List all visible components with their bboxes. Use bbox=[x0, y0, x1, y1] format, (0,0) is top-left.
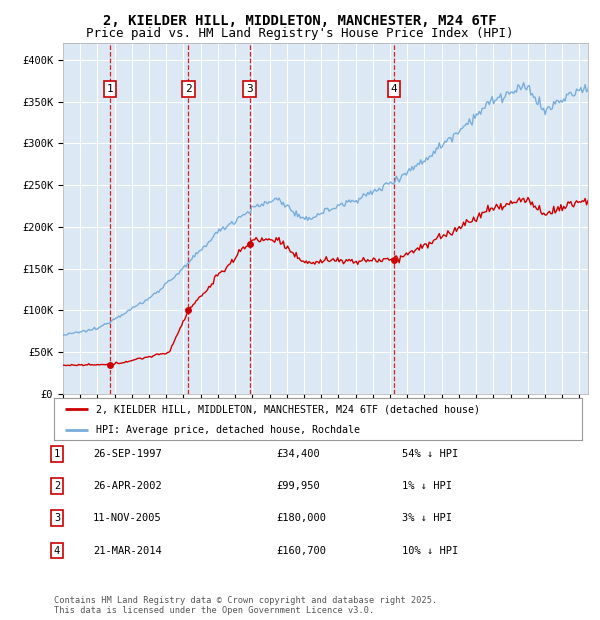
Text: 2, KIELDER HILL, MIDDLETON, MANCHESTER, M24 6TF: 2, KIELDER HILL, MIDDLETON, MANCHESTER, … bbox=[103, 14, 497, 28]
Text: 4: 4 bbox=[54, 546, 60, 556]
Text: 2: 2 bbox=[185, 84, 192, 94]
Text: £99,950: £99,950 bbox=[276, 481, 320, 491]
Text: £180,000: £180,000 bbox=[276, 513, 326, 523]
Text: 3% ↓ HPI: 3% ↓ HPI bbox=[402, 513, 452, 523]
Text: Price paid vs. HM Land Registry's House Price Index (HPI): Price paid vs. HM Land Registry's House … bbox=[86, 27, 514, 40]
Text: 11-NOV-2005: 11-NOV-2005 bbox=[93, 513, 162, 523]
Text: £160,700: £160,700 bbox=[276, 546, 326, 556]
Text: 21-MAR-2014: 21-MAR-2014 bbox=[93, 546, 162, 556]
Text: Contains HM Land Registry data © Crown copyright and database right 2025.
This d: Contains HM Land Registry data © Crown c… bbox=[54, 596, 437, 615]
Text: 26-APR-2002: 26-APR-2002 bbox=[93, 481, 162, 491]
Text: 3: 3 bbox=[246, 84, 253, 94]
Text: 54% ↓ HPI: 54% ↓ HPI bbox=[402, 449, 458, 459]
Text: 10% ↓ HPI: 10% ↓ HPI bbox=[402, 546, 458, 556]
Text: 1% ↓ HPI: 1% ↓ HPI bbox=[402, 481, 452, 491]
Text: 1: 1 bbox=[107, 84, 113, 94]
Text: 1: 1 bbox=[54, 449, 60, 459]
Text: £34,400: £34,400 bbox=[276, 449, 320, 459]
Text: 26-SEP-1997: 26-SEP-1997 bbox=[93, 449, 162, 459]
Text: 4: 4 bbox=[390, 84, 397, 94]
Text: 2, KIELDER HILL, MIDDLETON, MANCHESTER, M24 6TF (detached house): 2, KIELDER HILL, MIDDLETON, MANCHESTER, … bbox=[96, 404, 480, 414]
Text: 2: 2 bbox=[54, 481, 60, 491]
Text: 3: 3 bbox=[54, 513, 60, 523]
Text: HPI: Average price, detached house, Rochdale: HPI: Average price, detached house, Roch… bbox=[96, 425, 360, 435]
